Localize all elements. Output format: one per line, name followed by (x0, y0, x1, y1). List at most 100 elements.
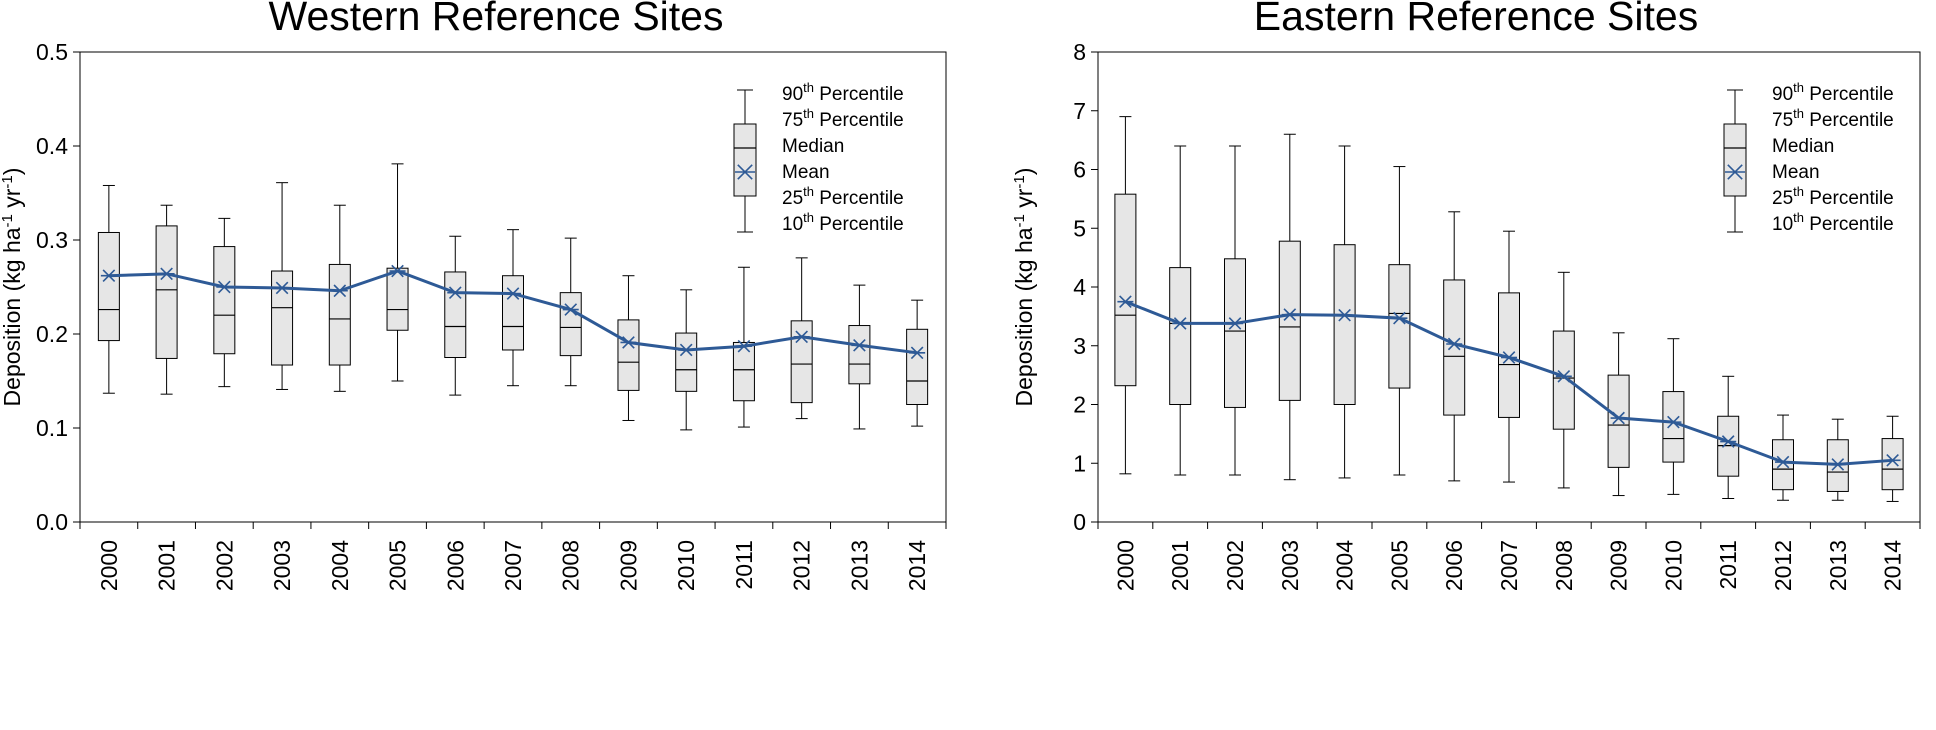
box-2008 (559, 237, 582, 387)
chart-panel-western: Western Reference Sites 0.0 0.1 0.2 0.3 0.4 0.… (0, 0, 947, 591)
legend-label: 10th Percentile (1772, 210, 1894, 235)
box-iqr (1333, 244, 1356, 405)
legend-label: 10th Percentile (782, 210, 904, 235)
y-tick-label: 4 (1073, 274, 1086, 300)
x-tick-label: 2002 (1222, 540, 1248, 591)
box-iqr (1881, 438, 1904, 491)
x-tick-label: 2002 (211, 540, 237, 591)
chart-panel-eastern: Eastern Reference Sites 0 1 2 3 4 5 6 7 8 Depositi… (1011, 0, 1921, 591)
box-2002 (213, 217, 236, 388)
box-2007 (502, 229, 524, 387)
legend-label: 25th Percentile (1772, 184, 1894, 209)
text-part: Median (1772, 136, 1834, 157)
text-part: th (1793, 210, 1804, 225)
box-iqr (1552, 330, 1575, 430)
box-2001 (155, 204, 178, 395)
mean-star-d2 (910, 346, 924, 360)
mean-star-d2 (1721, 435, 1735, 448)
text-part: Percentile (814, 84, 904, 105)
x-tick-label: 2013 (846, 540, 872, 591)
box-2005 (1388, 166, 1411, 476)
box-2000 (1114, 116, 1137, 475)
text-part: th (1793, 80, 1804, 95)
y-tick-label: 0.3 (36, 227, 68, 253)
box-iqr (906, 328, 929, 405)
mean-point-2000 (100, 269, 117, 283)
x-tick-label: 2006 (442, 540, 468, 591)
mean-star-d2 (564, 303, 578, 316)
y-tick-label: 1 (1073, 450, 1086, 476)
mean-star-d2 (1667, 415, 1680, 429)
text-part: Mean (1772, 162, 1820, 183)
text-part: -1 (0, 214, 16, 227)
text-part: Percentile (1804, 188, 1894, 209)
text-part: -1 (1011, 175, 1028, 188)
chart-title: Western Reference Sites (268, 0, 723, 39)
text-part: Percentile (1804, 110, 1894, 131)
mean-point-2006 (1446, 337, 1463, 351)
box-2003 (1278, 133, 1301, 481)
x-tick-label: 2013 (1825, 540, 1851, 591)
legend-label: 25th Percentile (782, 184, 904, 209)
legend-label: 75th Percentile (1772, 106, 1894, 131)
text-part: th (803, 184, 814, 199)
x-tick-label: 2007 (1496, 540, 1522, 591)
mean-star-d2 (1119, 295, 1132, 309)
y-tick-label: 5 (1073, 215, 1086, 241)
x-tick-label: 2001 (1167, 540, 1193, 591)
mean-point-2014 (909, 346, 926, 360)
mean-point-2012 (793, 330, 810, 344)
box-iqr (502, 275, 524, 351)
mean-star-d2 (218, 280, 231, 294)
text-part: th (1793, 106, 1804, 121)
mean-point-2005 (1391, 311, 1408, 325)
legend-label: 90th Percentile (782, 80, 904, 105)
x-tick-label: 2009 (615, 540, 641, 591)
x-tick-label: 2011 (1715, 540, 1741, 589)
x-tick-label: 2009 (1606, 540, 1632, 591)
box-iqr (1388, 264, 1411, 389)
box-iqr (790, 320, 813, 404)
mean-star-d2 (1727, 164, 1743, 180)
text-part: 10 (782, 214, 803, 235)
x-tick-label: 2008 (558, 540, 584, 591)
box-iqr (732, 341, 755, 402)
y-tick-label: 0.1 (36, 415, 68, 441)
box-2011 (732, 266, 755, 428)
mean-point-2009 (1610, 411, 1627, 425)
text-part: 25 (1772, 188, 1793, 209)
mean-point-2002 (216, 280, 233, 294)
mean-star-d2 (1831, 458, 1845, 471)
text-part: Deposition (kg ha (1011, 227, 1037, 406)
box-2013 (1826, 418, 1849, 501)
mean-star-d2 (160, 267, 173, 281)
mean-star-d2 (795, 330, 808, 344)
mean-point-2000 (1117, 295, 1134, 309)
mean-point-2013 (1829, 458, 1846, 471)
text-part: 10 (1772, 214, 1793, 235)
box-iqr (444, 271, 467, 358)
box-2009 (1607, 332, 1630, 497)
box-iqr (328, 263, 351, 366)
box-iqr (848, 325, 871, 385)
x-tick-label: 2001 (154, 540, 180, 591)
x-tick-label: 2000 (1112, 540, 1138, 591)
mean-star-d2 (506, 287, 520, 300)
mean-star-d2 (1612, 411, 1625, 425)
box-2002 (1224, 145, 1246, 476)
x-tick-label: 2014 (904, 540, 930, 591)
box-iqr (617, 319, 640, 391)
x-tick-label: 2003 (1277, 540, 1303, 591)
y-tick-label: 0 (1073, 509, 1086, 535)
mean-star-d2 (1557, 369, 1571, 383)
text-part: -1 (1011, 214, 1028, 227)
x-tick-label: 2005 (1386, 540, 1412, 591)
text-part: th (803, 80, 814, 95)
x-tick-label: 2010 (1660, 540, 1686, 591)
x-tick-label: 2012 (1770, 540, 1796, 591)
x-tick-label: 2006 (1441, 540, 1467, 591)
mean-star-d2 (333, 284, 347, 298)
mean-point-2013 (851, 338, 868, 352)
